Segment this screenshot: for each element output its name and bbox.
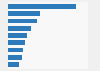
Bar [8,4,76,9]
Bar [8,55,22,60]
Bar [8,33,27,38]
Bar [8,11,40,16]
Bar [8,48,23,52]
Bar [8,40,25,45]
Bar [8,19,37,23]
Bar [8,26,31,31]
Bar [8,62,19,67]
